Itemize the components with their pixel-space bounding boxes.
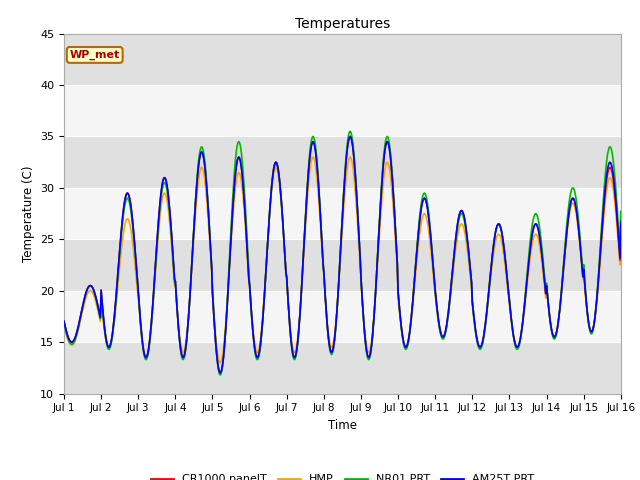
HMP: [445, 312, 452, 318]
HMP: [390, 207, 397, 213]
AM25T PRT: [346, 133, 354, 139]
Text: WP_met: WP_met: [70, 50, 120, 60]
Bar: [64, 136, 621, 188]
AM25T PRT: [445, 310, 452, 315]
HMP: [617, 221, 625, 227]
CR1000 panelT: [617, 219, 625, 225]
HMP: [309, 154, 317, 160]
Line: AM25T PRT: AM25T PRT: [64, 136, 621, 373]
NR01 PRT: [346, 129, 354, 134]
Line: NR01 PRT: NR01 PRT: [64, 132, 621, 375]
Bar: [64, 240, 621, 291]
CR1000 panelT: [216, 370, 224, 376]
Bar: [64, 85, 621, 136]
NR01 PRT: [568, 188, 575, 193]
CR1000 panelT: [206, 239, 214, 244]
Bar: [64, 291, 621, 342]
CR1000 panelT: [445, 310, 452, 315]
NR01 PRT: [335, 283, 342, 288]
AM25T PRT: [206, 239, 214, 244]
AM25T PRT: [617, 219, 625, 225]
AM25T PRT: [568, 198, 575, 204]
NR01 PRT: [206, 237, 214, 242]
NR01 PRT: [216, 372, 224, 378]
AM25T PRT: [182, 341, 190, 347]
CR1000 panelT: [346, 133, 354, 139]
Title: Temperatures: Temperatures: [295, 17, 390, 31]
AM25T PRT: [60, 318, 68, 324]
NR01 PRT: [182, 343, 190, 348]
CR1000 panelT: [568, 198, 575, 204]
AM25T PRT: [216, 370, 224, 376]
NR01 PRT: [60, 320, 68, 325]
Bar: [64, 100, 621, 136]
Bar: [64, 188, 621, 240]
CR1000 panelT: [60, 318, 68, 324]
HMP: [60, 322, 68, 328]
X-axis label: Time: Time: [328, 419, 357, 432]
NR01 PRT: [445, 312, 452, 317]
HMP: [335, 274, 343, 280]
Line: CR1000 panelT: CR1000 panelT: [64, 136, 621, 373]
CR1000 panelT: [390, 192, 397, 198]
NR01 PRT: [617, 208, 625, 214]
HMP: [206, 245, 214, 251]
HMP: [182, 337, 190, 343]
CR1000 panelT: [335, 283, 342, 288]
NR01 PRT: [390, 190, 397, 195]
AM25T PRT: [390, 192, 397, 198]
Bar: [64, 342, 621, 394]
AM25T PRT: [335, 283, 342, 288]
HMP: [568, 203, 575, 208]
Bar: [64, 34, 621, 85]
HMP: [216, 360, 224, 366]
Y-axis label: Temperature (C): Temperature (C): [22, 165, 35, 262]
Line: HMP: HMP: [64, 157, 621, 363]
Legend: CR1000 panelT, HMP, NR01 PRT, AM25T PRT: CR1000 panelT, HMP, NR01 PRT, AM25T PRT: [146, 470, 539, 480]
CR1000 panelT: [182, 341, 190, 347]
